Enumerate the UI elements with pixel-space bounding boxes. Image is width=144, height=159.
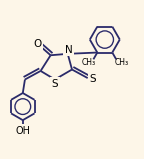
Text: N: N [65,45,72,55]
Text: CH₃: CH₃ [114,58,128,67]
Text: OH: OH [15,126,30,136]
Text: O: O [33,39,41,49]
Text: S: S [52,79,58,89]
Text: S: S [89,74,96,84]
Text: CH₃: CH₃ [81,58,95,67]
